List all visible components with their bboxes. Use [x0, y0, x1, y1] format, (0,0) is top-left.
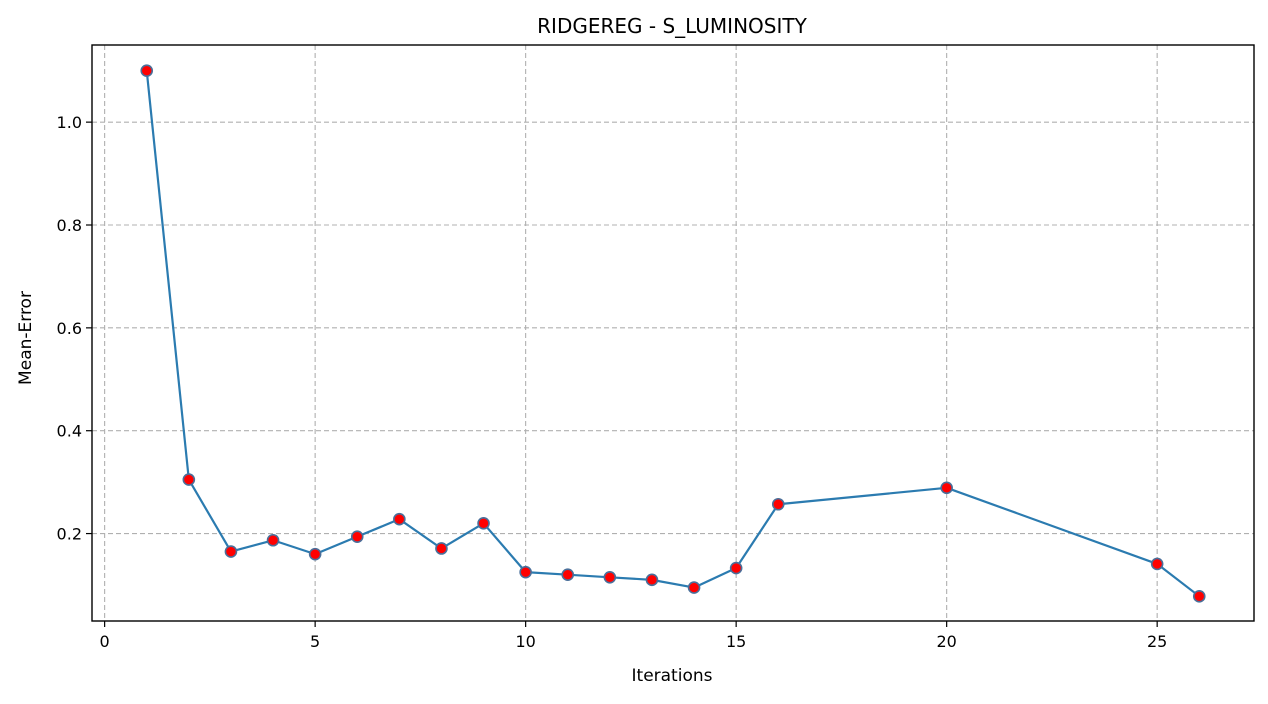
data-point — [603, 570, 617, 584]
grid — [92, 45, 1254, 621]
y-tick-label: 0.8 — [57, 216, 82, 235]
y-tick-label: 0.6 — [57, 319, 82, 338]
data-point — [561, 568, 575, 582]
data-point — [940, 481, 953, 495]
x-tick-label: 15 — [726, 632, 746, 651]
x-tick-label: 10 — [515, 632, 535, 651]
x-axis-label: Iterations — [632, 666, 713, 686]
data-point — [182, 473, 196, 486]
data-point — [687, 581, 701, 594]
data-point — [729, 561, 743, 575]
y-axis-label: Mean-Error — [16, 291, 36, 385]
axis-ticks: 0 5 10 15 20 25 0.2 0.4 0.6 0.8 1.0 — [57, 113, 1168, 651]
y-tick-label: 1.0 — [57, 113, 82, 132]
x-tick-label: 20 — [936, 632, 956, 651]
data-point — [519, 565, 532, 579]
data-point — [645, 573, 659, 587]
y-tick-label: 0.2 — [57, 525, 82, 544]
chart-title: RIDGEREG - S_LUMINOSITY — [537, 14, 807, 38]
data-point — [308, 547, 322, 561]
data-point — [1150, 557, 1164, 571]
x-tick-label: 0 — [100, 632, 110, 651]
data-point — [771, 497, 785, 511]
y-tick-label: 0.4 — [57, 422, 82, 441]
data-point — [224, 545, 238, 558]
x-tick-label: 25 — [1147, 632, 1167, 651]
data-point — [1192, 590, 1206, 603]
x-tick-label: 5 — [310, 632, 320, 651]
data-point — [266, 533, 280, 547]
series-line — [145, 70, 1200, 598]
series-layer — [140, 64, 1206, 603]
data-point — [350, 530, 364, 543]
data-point — [435, 542, 448, 555]
data-point — [140, 64, 154, 78]
data-point — [477, 516, 490, 530]
plot-area-frame — [91, 44, 1255, 622]
data-point — [393, 512, 406, 526]
